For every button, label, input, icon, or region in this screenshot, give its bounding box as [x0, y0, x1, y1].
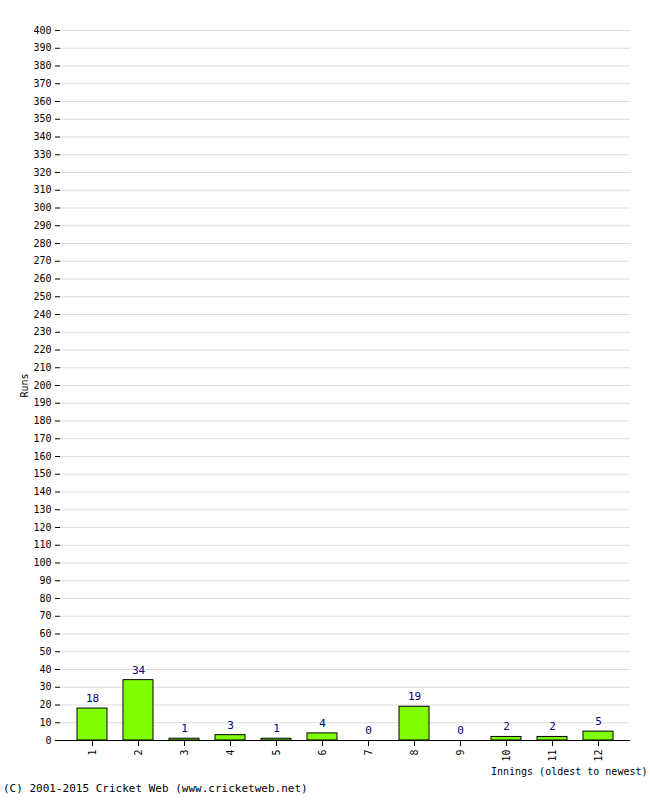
svg-text:90: 90: [39, 575, 51, 586]
svg-text:150: 150: [33, 468, 51, 479]
svg-text:18: 18: [86, 692, 99, 705]
svg-text:200: 200: [33, 380, 51, 391]
svg-text:2: 2: [549, 720, 556, 733]
svg-text:50: 50: [39, 646, 51, 657]
svg-text:3: 3: [227, 719, 234, 732]
svg-text:330: 330: [33, 149, 51, 160]
svg-text:0: 0: [365, 724, 372, 737]
svg-text:380: 380: [33, 60, 51, 71]
svg-text:230: 230: [33, 326, 51, 337]
svg-text:0: 0: [457, 724, 464, 737]
svg-text:130: 130: [33, 504, 51, 515]
svg-text:10: 10: [501, 750, 512, 762]
svg-text:2: 2: [133, 750, 144, 756]
svg-text:5: 5: [595, 715, 602, 728]
svg-text:40: 40: [39, 664, 51, 675]
svg-text:290: 290: [33, 220, 51, 231]
svg-text:2: 2: [503, 720, 510, 733]
svg-text:1: 1: [273, 722, 280, 735]
svg-text:390: 390: [33, 42, 51, 53]
svg-text:80: 80: [39, 593, 51, 604]
svg-text:180: 180: [33, 415, 51, 426]
svg-text:220: 220: [33, 344, 51, 355]
svg-text:4: 4: [319, 717, 326, 730]
svg-text:34: 34: [132, 664, 146, 677]
svg-text:Innings (oldest to newest): Innings (oldest to newest): [491, 766, 648, 777]
svg-text:70: 70: [39, 610, 51, 621]
svg-text:340: 340: [33, 131, 51, 142]
svg-text:210: 210: [33, 362, 51, 373]
svg-text:370: 370: [33, 78, 51, 89]
svg-text:11: 11: [547, 750, 558, 762]
svg-text:260: 260: [33, 273, 51, 284]
svg-text:240: 240: [33, 309, 51, 320]
svg-text:400: 400: [33, 25, 51, 36]
svg-text:190: 190: [33, 397, 51, 408]
html-text:(C) 2001-2015 Cricket Web (www: (C) 2001-2015 Cricket Web (www.cricketwe…: [3, 782, 308, 795]
svg-text:270: 270: [33, 255, 51, 266]
svg-text:100: 100: [33, 557, 51, 568]
svg-text:1: 1: [87, 750, 98, 756]
svg-text:8: 8: [409, 750, 420, 756]
svg-text:1: 1: [181, 722, 188, 735]
svg-text:5: 5: [271, 750, 282, 756]
svg-text:310: 310: [33, 184, 51, 195]
svg-text:9: 9: [455, 750, 466, 756]
svg-text:110: 110: [33, 539, 51, 550]
svg-text:60: 60: [39, 628, 51, 639]
svg-text:12: 12: [593, 750, 604, 762]
svg-text:30: 30: [39, 681, 51, 692]
svg-text:250: 250: [33, 291, 51, 302]
svg-text:170: 170: [33, 433, 51, 444]
svg-text:4: 4: [225, 750, 236, 756]
svg-text:120: 120: [33, 522, 51, 533]
svg-text:0: 0: [45, 735, 51, 746]
svg-text:140: 140: [33, 486, 51, 497]
svg-text:6: 6: [317, 750, 328, 756]
svg-text:160: 160: [33, 451, 51, 462]
svg-text:Runs: Runs: [19, 373, 30, 397]
svg-text:3: 3: [179, 750, 190, 756]
svg-text:10: 10: [39, 717, 51, 728]
svg-text:350: 350: [33, 113, 51, 124]
svg-text:360: 360: [33, 96, 51, 107]
svg-text:7: 7: [363, 750, 374, 756]
svg-text:280: 280: [33, 238, 51, 249]
svg-text:20: 20: [39, 699, 51, 710]
svg-text:19: 19: [408, 690, 421, 703]
svg-text:300: 300: [33, 202, 51, 213]
svg-text:320: 320: [33, 167, 51, 178]
